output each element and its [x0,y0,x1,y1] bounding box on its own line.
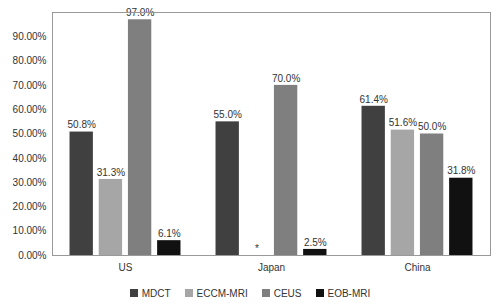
svg-text:50.0%: 50.0% [418,121,446,132]
svg-text:10.00%: 10.00% [13,225,47,236]
html-text:CEUS: CEUS [273,287,302,299]
svg-text:30.00%: 30.00% [13,177,47,188]
svg-text:60.00%: 60.00% [13,104,47,115]
svg-text:Japan: Japan [258,262,285,273]
svg-text:70.0%: 70.0% [272,73,300,84]
svg-text:50.00%: 50.00% [13,128,47,139]
html-text:MDCT: MDCT [141,287,171,299]
svg-text:China: China [404,262,431,273]
svg-text:20.00%: 20.00% [13,201,47,212]
svg-text:0.00%: 0.00% [18,250,46,261]
html-text:EOB-MRI: EOB-MRI [327,287,371,299]
svg-text:80.00%: 80.00% [13,55,47,66]
svg-text:*: * [255,243,259,254]
svg-text:40.00%: 40.00% [13,153,47,164]
svg-text:51.6%: 51.6% [389,117,417,128]
svg-text:31.3%: 31.3% [97,167,125,178]
svg-text:55.0%: 55.0% [214,109,242,120]
svg-text:6.1%: 6.1% [158,228,181,239]
svg-text:90.00%: 90.00% [13,31,47,42]
svg-text:97.0%: 97.0% [125,7,155,18]
svg-text:US: US [119,262,133,273]
svg-text:31.8%: 31.8% [447,165,475,176]
svg-text:2.5%: 2.5% [304,237,327,248]
svg-text:61.4%: 61.4% [360,93,388,104]
html-text:ECCM-MRI: ECCM-MRI [196,287,248,299]
svg-text:50.8%: 50.8% [68,119,96,130]
svg-text:70.00%: 70.00% [13,80,47,91]
